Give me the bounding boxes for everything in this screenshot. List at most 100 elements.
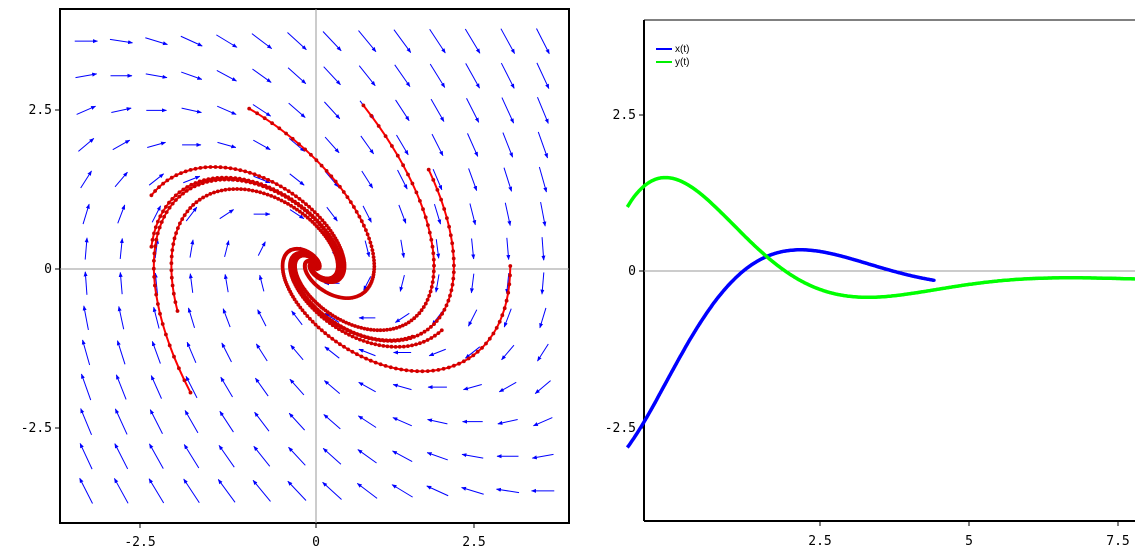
trajectory-point [248,170,252,175]
trajectory-point [448,293,452,298]
field-arrow [431,133,444,157]
trajectory-point [431,257,436,262]
trajectory-point [254,189,259,194]
field-arrow [150,375,162,399]
field-arrow [255,343,268,362]
trajectory-point [179,171,183,176]
field-arrow [393,29,412,53]
trajectory-point [233,167,238,172]
field-arrow [392,417,413,427]
field-arrow [257,309,267,327]
trajectory-point [243,169,248,174]
trajectory-point [446,365,451,370]
series-point-x [656,395,660,399]
trajectory-point [280,193,285,197]
trajectory-point [507,282,512,287]
trajectory-point [231,177,236,182]
trajectory-point [355,332,359,336]
field-arrow [252,479,271,502]
trajectory-point [410,334,415,339]
field-arrow [80,170,92,189]
trajectory-point [203,165,208,170]
field-arrow [219,209,235,220]
trajectory-point [508,273,512,278]
field-arrow [149,443,164,469]
field-arrow [323,380,341,394]
field-arrow [219,410,234,433]
field-arrow [80,408,93,435]
series-point-x [671,367,675,371]
trajectory-point [323,331,328,336]
trajectory-point [450,241,455,246]
field-arrow [116,340,126,365]
trajectory-point [174,173,179,178]
trajectory-point [153,189,158,193]
field-arrow [221,342,232,363]
trajectory-point [372,261,377,266]
trajectory-point [367,236,371,241]
trajectory-point [178,221,182,226]
series-point-x [674,362,678,366]
trajectory-point [152,251,157,256]
trajectory-point [497,319,502,324]
trajectory-point [192,184,197,189]
field-arrow [112,139,131,151]
series-point-x [649,408,653,412]
trajectory-point [340,329,345,333]
trajectory-point [365,340,370,345]
trajectory-point [341,319,346,324]
series-point-x [688,337,692,341]
field-arrow [400,239,406,259]
field-arrow [536,62,550,90]
trajectory-point [444,303,449,308]
series-point-x [650,405,655,409]
trajectory-point [431,269,436,274]
field-arrow [218,444,235,468]
trajectory-point [373,342,378,347]
trajectory-point [205,180,210,184]
trajectory [247,106,377,300]
trajectories [149,103,513,395]
field-arrow [82,203,90,225]
trajectory-point [345,195,350,200]
trajectory-point [375,328,380,333]
trajectory-point [423,215,428,220]
field-arrow [253,175,271,184]
trajectory-point [415,369,419,374]
trajectory-point [213,178,218,183]
trajectory-point [316,325,321,330]
trajectory-point [218,165,223,170]
field-arrow [428,348,446,357]
trajectory-point [238,168,243,173]
trajectory-point [327,317,332,321]
field-arrow [81,373,92,401]
trajectory-point [372,258,376,263]
trajectory-point [172,236,177,241]
field-arrow [501,344,515,361]
field-arrow [222,308,231,328]
trajectory-point [286,189,291,194]
trajectory-point [173,193,178,198]
field-arrow [184,410,199,434]
trajectory-point [171,242,176,247]
field-arrow [75,72,98,79]
series-point-x [643,418,648,422]
trajectory-point [500,313,505,318]
trajectory-point [165,178,170,183]
trajectory-point [202,178,206,183]
trajectory-point [161,209,165,214]
series-point-x [689,335,694,339]
field-arrow [358,348,376,357]
trajectory-point [471,353,476,358]
trajectory-point [445,216,449,221]
field-arrow [252,68,272,83]
series-point-x [660,388,664,392]
field-arrow [287,32,307,51]
trajectory-point [338,342,342,347]
series-point-x [646,413,650,417]
field-arrow [462,384,482,391]
trajectory-point [293,201,298,206]
trajectory-point [354,336,359,340]
field-arrow [255,377,269,397]
trajectory-point [436,368,441,372]
